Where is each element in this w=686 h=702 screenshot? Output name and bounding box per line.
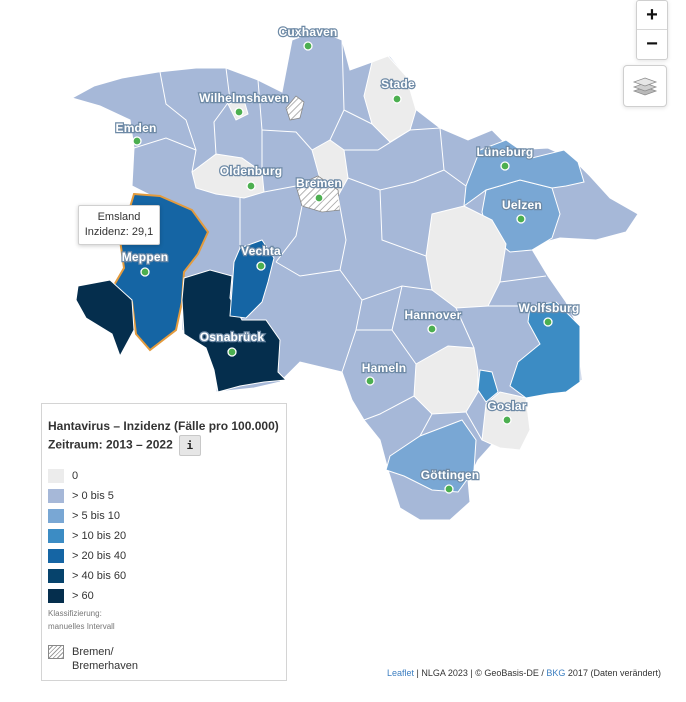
- city-markers: Cuxhaven Stade Wilhelmshaven Emden Lüneburg O…: [114, 24, 580, 494]
- legend-bremen-label-2: Bremerhaven: [72, 660, 139, 672]
- leaflet-link[interactable]: Leaflet: [387, 668, 415, 678]
- region-bremerhaven[interactable]: [285, 95, 305, 121]
- legend-swatch: [48, 569, 64, 583]
- city-label: Bremen: [296, 176, 342, 190]
- legend-item: > 60: [48, 586, 286, 606]
- city-marker[interactable]: [140, 267, 150, 277]
- layers-icon: [632, 77, 658, 96]
- region-tooltip: Emsland Inzidenz: 29,1: [78, 205, 160, 245]
- region-bentheim[interactable]: [75, 279, 135, 358]
- legend-bremen: Bremen/ Bremerhaven: [48, 645, 286, 673]
- legend-label: > 0 bis 5: [72, 490, 114, 502]
- city-label: Göttingen: [421, 468, 479, 482]
- district-borders: [133, 39, 547, 441]
- legend-swatch: [48, 529, 64, 543]
- info-button[interactable]: i: [178, 435, 201, 456]
- city-label: Wolfsburg: [519, 301, 580, 315]
- legend-label: > 5 bis 10: [72, 510, 121, 522]
- city-label: Cuxhaven: [279, 25, 338, 39]
- city-marker[interactable]: [256, 261, 266, 271]
- attribution-text-1: | NLGA 2023 | © GeoBasis-DE /: [414, 668, 547, 678]
- tooltip-title: Emsland: [97, 211, 141, 223]
- city-label: Uelzen: [502, 198, 542, 212]
- city-label: Wilhelmshaven: [199, 91, 289, 105]
- legend-note-2: manuelles Intervall: [48, 622, 115, 631]
- legend-label: > 10 bis 20: [72, 530, 127, 542]
- legend-label: > 60: [72, 590, 94, 602]
- legend-label: > 20 bis 40: [72, 550, 127, 562]
- city-label: Lüneburg: [477, 145, 534, 159]
- city-label: Hameln: [362, 361, 407, 375]
- city-marker[interactable]: [392, 94, 402, 104]
- legend-items: 0 > 0 bis 5 > 5 bis 10 > 10 bis 20 > 20 bis …: [48, 466, 286, 606]
- city-marker[interactable]: [444, 484, 454, 494]
- legend-panel: Hantavirus – Inzidenz (Fälle pro 100.000…: [41, 403, 287, 681]
- legend-swatch: [48, 589, 64, 603]
- legend-swatch: [48, 489, 64, 503]
- city-label: Goslar: [487, 399, 526, 413]
- legend-bremen-label-1: Bremen/: [72, 646, 114, 658]
- city-marker[interactable]: [314, 193, 324, 203]
- city-label: Hannover: [405, 308, 462, 322]
- city-marker[interactable]: [427, 324, 437, 334]
- zoom-in-button[interactable]: +: [646, 3, 658, 26]
- layers-button[interactable]: [623, 65, 667, 107]
- zoom-out-button[interactable]: −: [637, 29, 667, 58]
- legend-item: > 40 bis 60: [48, 566, 286, 586]
- city-label: Stade: [381, 77, 415, 91]
- legend-item: > 10 bis 20: [48, 526, 286, 546]
- region-peine-hildesheim[interactable]: [413, 345, 479, 415]
- city-marker[interactable]: [516, 214, 526, 224]
- city-marker[interactable]: [303, 41, 313, 51]
- region-heidekreis[interactable]: [425, 205, 507, 309]
- city-marker[interactable]: [500, 161, 510, 171]
- attribution: Leaflet | NLGA 2023 | © GeoBasis-DE / BK…: [387, 668, 661, 678]
- legend-swatch: [48, 549, 64, 563]
- legend-note-1: Klassifizierung:: [48, 609, 102, 618]
- legend-item: > 0 bis 5: [48, 486, 286, 506]
- city-label: Meppen: [122, 250, 169, 264]
- legend-period: Zeitraum: 2013 – 2022: [48, 437, 173, 452]
- bkg-link[interactable]: BKG: [546, 668, 566, 678]
- city-marker[interactable]: [132, 136, 142, 146]
- attribution-text-2: 2017 (Daten verändert): [565, 668, 661, 678]
- tooltip-value: Inzidenz: 29,1: [84, 226, 154, 238]
- city-marker[interactable]: [227, 347, 237, 357]
- legend-label: 0: [72, 470, 79, 482]
- legend-item: 0: [48, 466, 286, 486]
- legend-swatch: [48, 469, 64, 483]
- city-marker[interactable]: [246, 181, 256, 191]
- region-goettingen[interactable]: [385, 419, 477, 493]
- legend-period-row: Zeitraum: 2013 – 2022 i: [48, 435, 286, 456]
- city-label: Oldenburg: [220, 164, 282, 178]
- city-label: Osnabrück: [200, 330, 265, 344]
- zoom-control: + −: [636, 0, 668, 60]
- city-marker[interactable]: [365, 376, 375, 386]
- legend-swatch: [48, 509, 64, 523]
- legend-title: Hantavirus – Inzidenz (Fälle pro 100.000…: [48, 419, 279, 433]
- legend-item: > 5 bis 10: [48, 506, 286, 526]
- city-label: Emden: [115, 121, 156, 135]
- city-marker[interactable]: [234, 107, 244, 117]
- hatch-swatch: [48, 645, 64, 659]
- legend-label: > 40 bis 60: [72, 570, 127, 582]
- city-marker[interactable]: [543, 317, 553, 327]
- region-osnabrueck[interactable]: [181, 269, 288, 393]
- legend-item: > 20 bis 40: [48, 546, 286, 566]
- city-label: Vechta: [241, 244, 281, 258]
- region-vechta[interactable]: [229, 239, 275, 319]
- region-helmstedt[interactable]: [509, 301, 581, 399]
- city-marker[interactable]: [502, 415, 512, 425]
